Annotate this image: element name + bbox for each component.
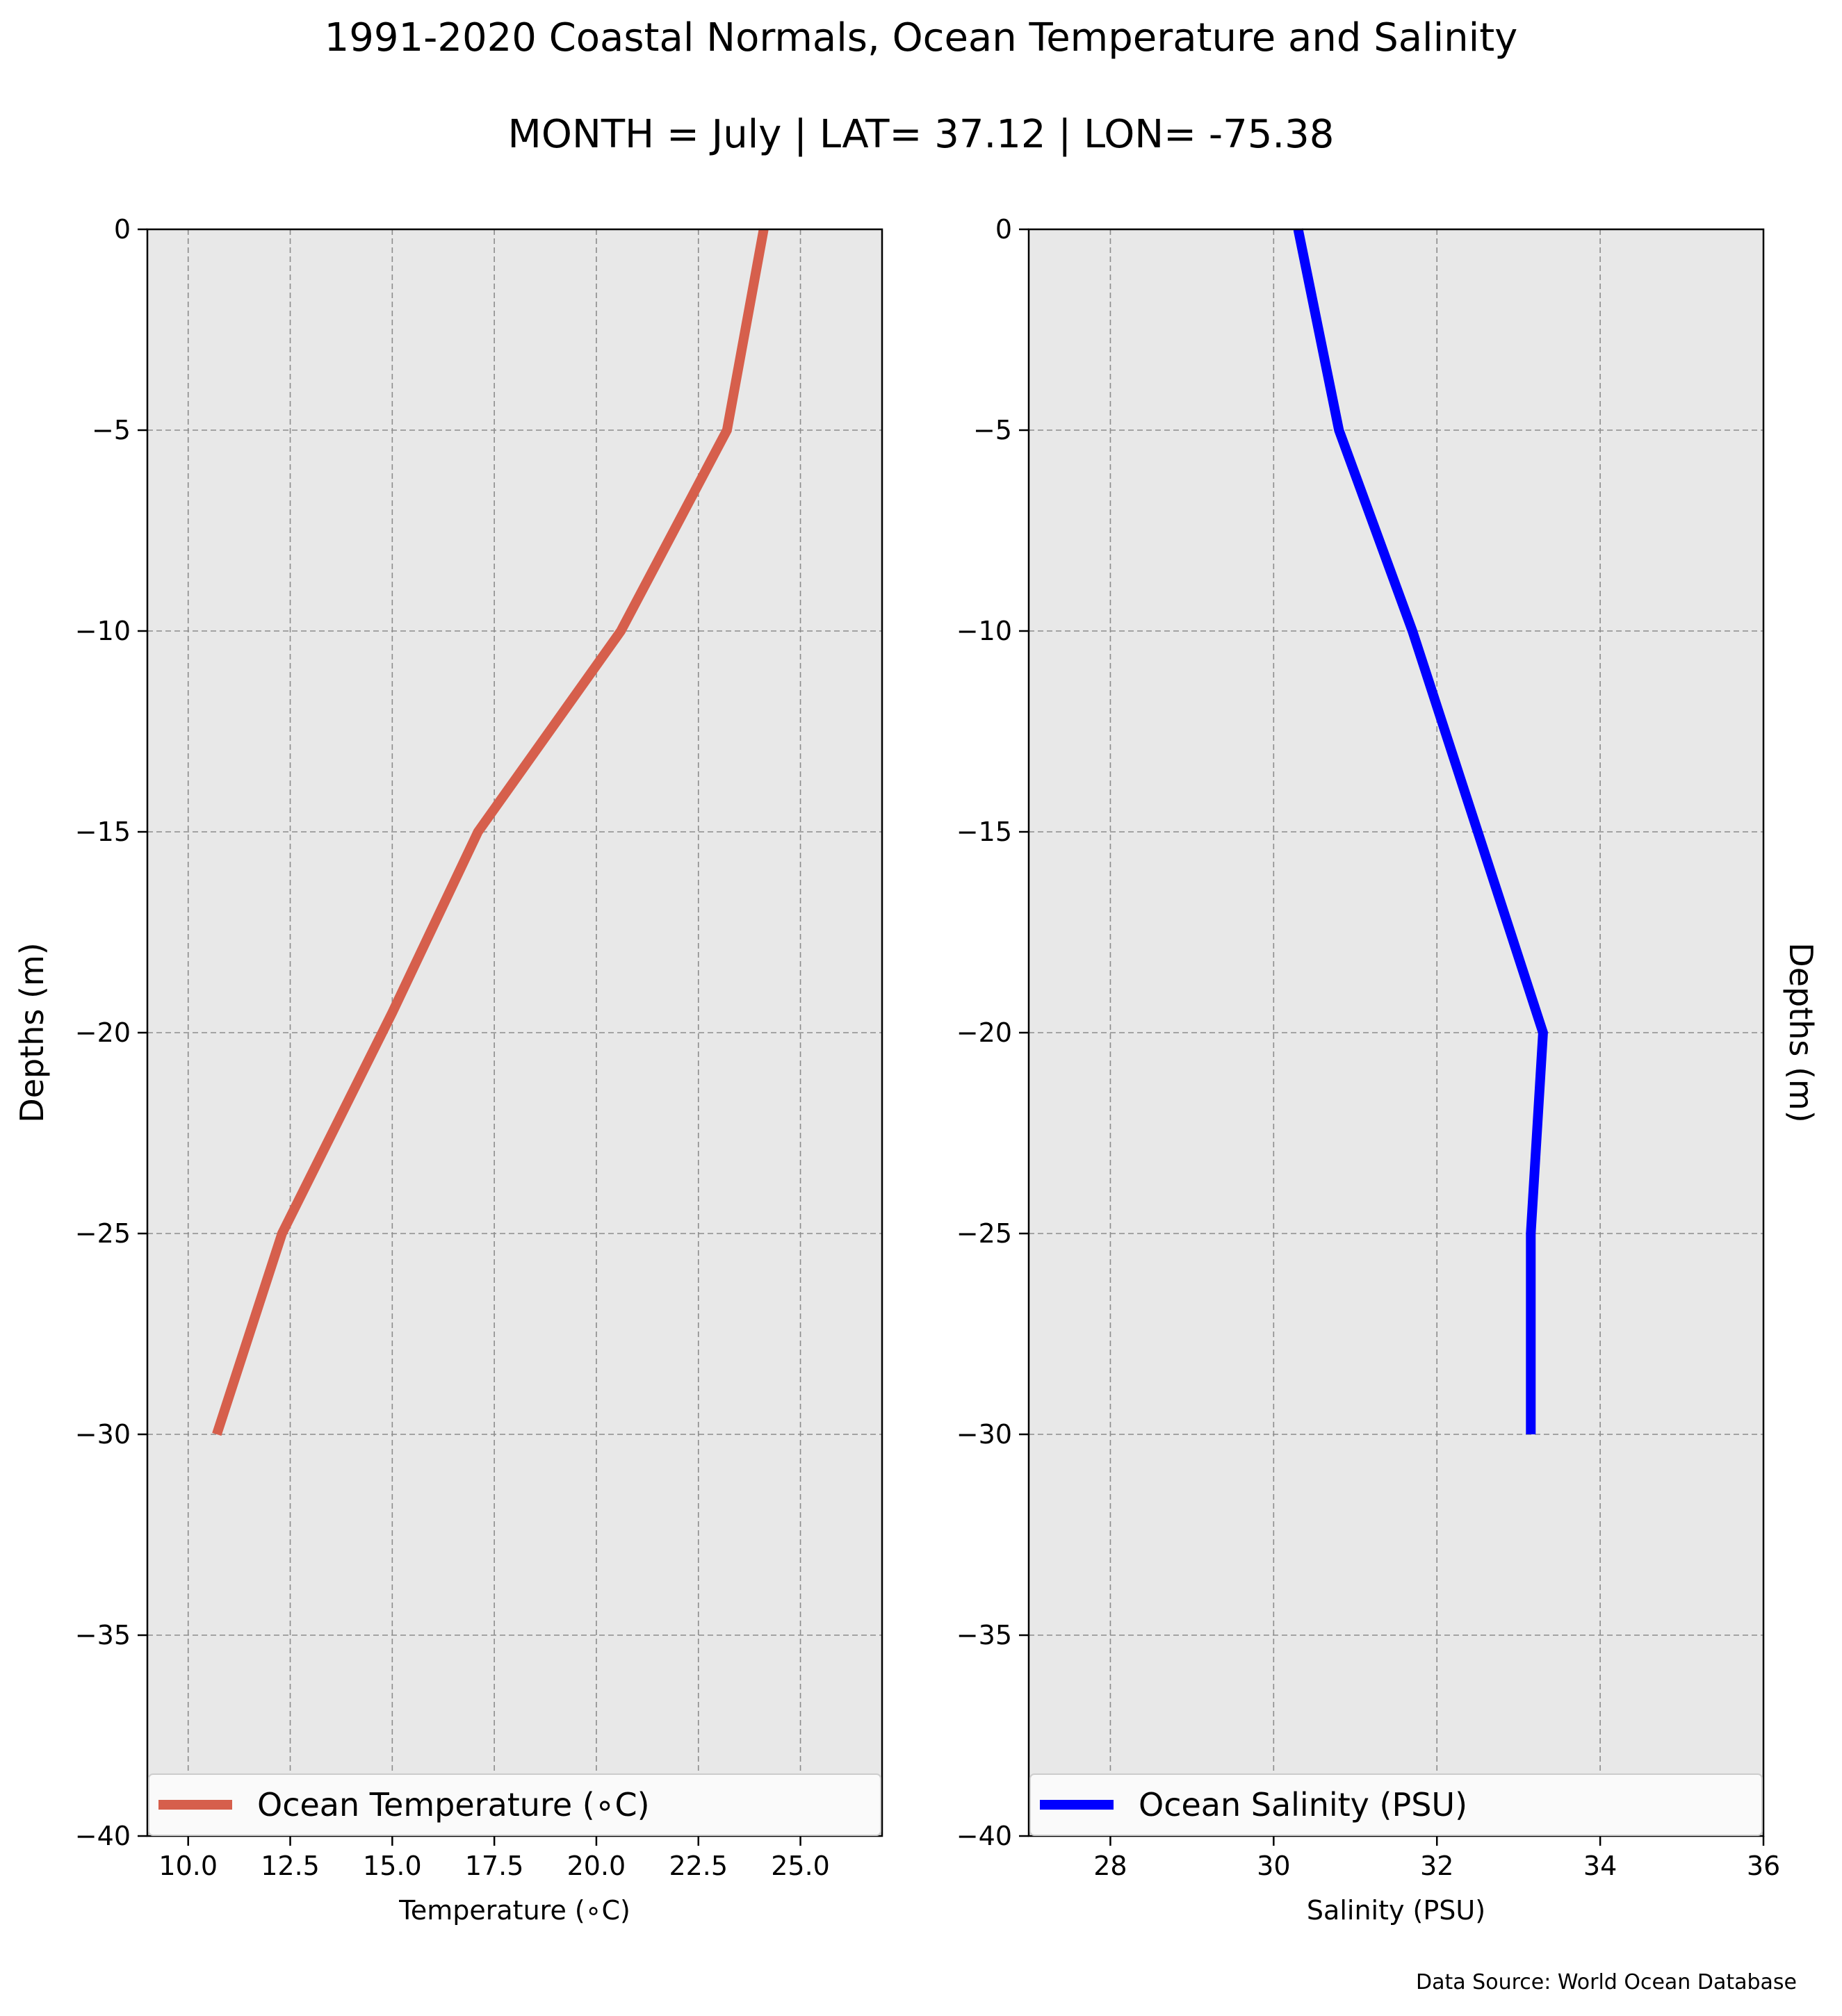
salinity-x-tick-label: 30 — [1257, 1851, 1290, 1881]
data-source-note: Data Source: World Ocean Database — [1416, 1970, 1797, 1994]
temperature-y-tick-label: −15 — [75, 817, 131, 847]
salinity-legend-label: Ocean Salinity (PSU) — [1139, 1786, 1467, 1824]
salinity-y-tick-label: −20 — [956, 1017, 1012, 1048]
temperature-series-line — [212, 228, 769, 1436]
chart-subtitle: MONTH = July | LAT= 37.12 | LON= -75.38 — [508, 112, 1335, 157]
salinity-x-tick-label: 32 — [1420, 1851, 1453, 1881]
temperature-y-tick-label: −20 — [75, 1017, 131, 1048]
salinity-y-tick-label: 0 — [995, 214, 1012, 245]
salinity-y-tick-label: −15 — [956, 817, 1012, 847]
salinity-y-tick-label: −30 — [956, 1419, 1012, 1450]
salinity-y-tick-label: −10 — [956, 616, 1012, 646]
salinity-y-tick-label: −40 — [956, 1821, 1012, 1851]
temperature-x-tick-label: 12.5 — [261, 1851, 320, 1881]
temperature-x-tick-label: 25.0 — [771, 1851, 830, 1881]
temperature-y-tick-label: −35 — [75, 1620, 131, 1650]
salinity-series-line — [1293, 228, 1548, 1434]
temperature-x-tick-label: 17.5 — [465, 1851, 524, 1881]
salinity-x-tick-label: 34 — [1583, 1851, 1617, 1881]
temperature-y-tick-label: −5 — [92, 415, 131, 445]
temperature-x-tick-label: 10.0 — [158, 1851, 218, 1881]
salinity-y-tick-label: −35 — [956, 1620, 1012, 1650]
temperature-y-tick-label: −25 — [75, 1218, 131, 1249]
chart-title: 1991-2020 Coastal Normals, Ocean Tempera… — [325, 15, 1518, 60]
temperature-y-tick-label: −30 — [75, 1419, 131, 1450]
temperature-y-axis-label: Depths (m) — [13, 942, 51, 1122]
salinity-y-tick-label: −5 — [973, 415, 1012, 445]
salinity-x-tick-label: 36 — [1747, 1851, 1780, 1881]
temperature-legend: Ocean Temperature (∘C) — [148, 1773, 881, 1836]
salinity-y-axis-label: Depths (m) — [1782, 942, 1820, 1122]
salinity-panel: 28 30 32 34 36 0 −5 −10 −15 −20 −25 −30 −35 −40 Salini… — [956, 214, 1820, 1926]
salinity-x-axis-label: Salinity (PSU) — [1307, 1895, 1485, 1926]
temperature-y-tick-label: 0 — [114, 214, 131, 245]
temperature-x-axis-label: Temperature (∘C) — [398, 1895, 630, 1926]
temperature-legend-box — [148, 1773, 881, 1836]
temperature-x-tick-label: 15.0 — [363, 1851, 422, 1881]
temperature-y-tick-label: −40 — [75, 1821, 131, 1851]
temperature-x-tick-label: 22.5 — [669, 1851, 728, 1881]
temperature-x-tick-label: 20.0 — [567, 1851, 626, 1881]
salinity-legend: Ocean Salinity (PSU) — [1029, 1773, 1763, 1836]
salinity-legend-box — [1029, 1773, 1763, 1836]
salinity-x-tick-label: 28 — [1093, 1851, 1127, 1881]
temperature-legend-label: Ocean Temperature (∘C) — [257, 1786, 650, 1824]
temperature-y-tick-label: −10 — [75, 616, 131, 646]
salinity-y-tick-label: −25 — [956, 1218, 1012, 1249]
temperature-panel: 10.0 12.5 15.0 17.5 20.0 22.5 25.0 0 −5 −10 −15 −20… — [13, 214, 883, 1926]
